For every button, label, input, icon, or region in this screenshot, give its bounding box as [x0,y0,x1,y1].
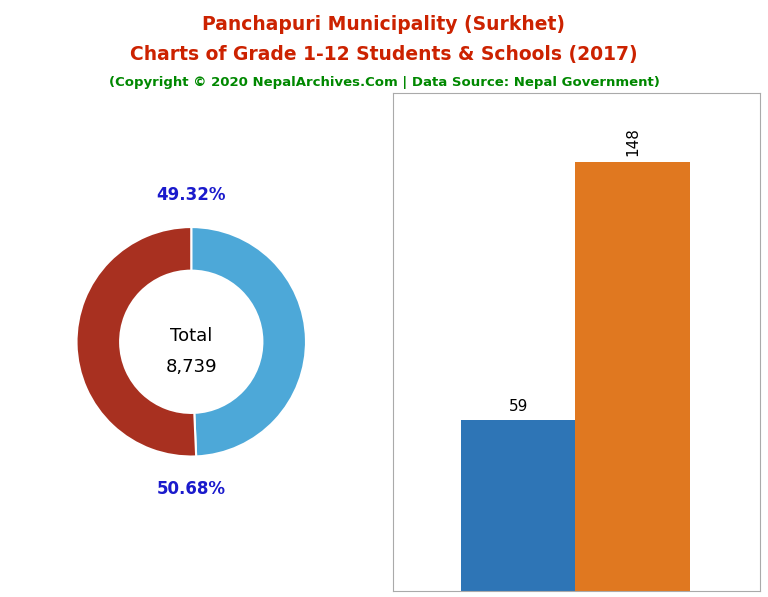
Text: Charts of Grade 1-12 Students & Schools (2017): Charts of Grade 1-12 Students & Schools … [131,45,637,64]
Bar [575,162,690,591]
Text: (Copyright © 2020 NepalArchives.Com | Data Source: Nepal Government): (Copyright © 2020 NepalArchives.Com | Da… [108,76,660,90]
Text: 49.32%: 49.32% [157,186,226,204]
Text: 148: 148 [625,127,640,156]
Text: Panchapuri Municipality (Surkhet): Panchapuri Municipality (Surkhet) [203,15,565,34]
Text: 59: 59 [508,399,528,414]
Wedge shape [191,227,306,457]
Wedge shape [77,227,196,457]
Text: 50.68%: 50.68% [157,479,226,498]
Bar [461,420,575,591]
Text: Total: Total [170,327,213,345]
Text: 8,739: 8,739 [165,358,217,376]
